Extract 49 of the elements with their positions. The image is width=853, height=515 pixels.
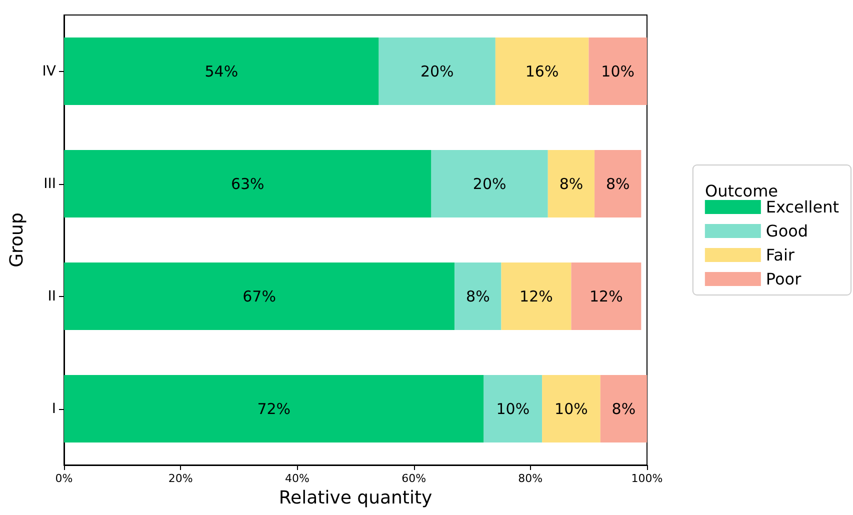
bar <box>64 375 484 442</box>
bar <box>600 375 647 442</box>
x-tick-label: 80% <box>518 472 543 485</box>
bar <box>454 262 502 330</box>
x-tick-label: 40% <box>284 472 310 485</box>
bar <box>542 375 600 442</box>
data-label: 8% <box>606 174 630 193</box>
bar <box>64 262 455 330</box>
data-label: 8% <box>559 174 584 193</box>
bar <box>378 38 496 105</box>
bar <box>64 38 379 105</box>
y-tick-label: I <box>52 400 56 417</box>
bar <box>571 262 642 330</box>
bar <box>64 150 432 218</box>
x-tick-label: 60% <box>402 472 426 485</box>
y-tick-label: IV <box>42 63 56 80</box>
y-tick-label: III <box>44 176 56 192</box>
x-tick-label: 20% <box>168 472 193 485</box>
bar <box>548 150 595 218</box>
legend-label: Poor <box>766 270 802 288</box>
data-label: 63% <box>230 174 264 193</box>
bar <box>484 375 542 442</box>
data-label: 10% <box>496 400 530 418</box>
data-label: 10% <box>554 400 588 418</box>
bar <box>594 150 642 218</box>
data-label: 72% <box>257 400 291 418</box>
bar <box>588 38 647 105</box>
data-label: 16% <box>525 62 559 80</box>
legend-label: Good <box>766 222 808 240</box>
data-label: 10% <box>601 62 635 80</box>
bar <box>431 150 548 218</box>
data-label: 67% <box>242 287 276 306</box>
bar <box>495 38 589 105</box>
data-label: 20% <box>420 62 454 80</box>
x-tick-label: 100% <box>631 472 663 485</box>
data-label: 8% <box>466 287 490 306</box>
data-label: 12% <box>520 287 553 306</box>
legend-label: Fair <box>766 246 795 264</box>
bar <box>501 262 572 330</box>
legend-title: Outcome <box>705 182 778 200</box>
data-label: 54% <box>204 62 238 80</box>
legend-label: Excellent <box>766 198 840 216</box>
x-axis-title: Relative quantity <box>278 488 433 508</box>
x-tick-label: 0% <box>55 472 73 485</box>
data-label: 12% <box>590 287 623 306</box>
y-axis-title: Group <box>6 212 28 268</box>
data-label: 8% <box>612 400 636 418</box>
data-label: 20% <box>472 174 506 193</box>
y-tick-label: II <box>48 288 56 304</box>
